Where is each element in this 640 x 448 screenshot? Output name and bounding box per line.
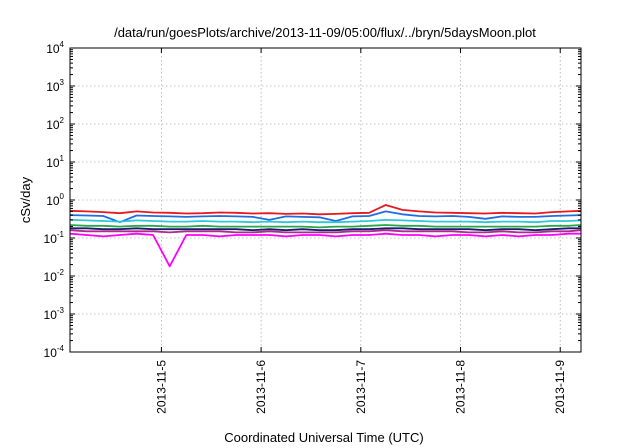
series-line <box>69 224 582 229</box>
series-line <box>69 232 581 268</box>
y-tick-label: 10-2 <box>44 268 65 284</box>
series-lines <box>69 204 582 268</box>
chart-title: /data/run/goesPlots/archive/2013-11-09/0… <box>114 25 536 40</box>
y-tick-label: 10-1 <box>44 230 65 246</box>
x-tick-label: 2013-11-8 <box>454 360 468 414</box>
x-axis-ticks: 2013-11-5 2013-11-6 2013-11-7 2013-11-8 2013… <box>154 48 567 414</box>
x-tick-label: 2013-11-5 <box>154 360 168 414</box>
grid <box>70 48 581 352</box>
y-tick-label: 104 <box>46 40 64 56</box>
series-line <box>69 204 582 216</box>
series-line <box>69 210 582 224</box>
y-tick-label: 10-4 <box>44 344 65 360</box>
y-axis-ticks: 10-4 10-3 10-2 10-1 100 101 102 103 104 <box>44 40 581 360</box>
y-axis-label: cSv/day <box>18 176 33 223</box>
series-line <box>69 229 582 234</box>
x-tick-label: 2013-11-9 <box>553 360 567 414</box>
x-axis-label: Coordinated Universal Time (UTC) <box>224 430 423 445</box>
x-tick-label: 2013-11-7 <box>354 360 368 414</box>
y-tick-label: 10-3 <box>44 306 65 322</box>
y-tick-label: 103 <box>46 78 64 94</box>
y-tick-label: 101 <box>46 154 64 170</box>
y-tick-label: 100 <box>46 192 64 208</box>
y-tick-label: 102 <box>46 116 64 132</box>
series-line <box>69 219 582 224</box>
series-line <box>70 227 581 232</box>
x-tick-label: 2013-11-6 <box>254 360 268 414</box>
